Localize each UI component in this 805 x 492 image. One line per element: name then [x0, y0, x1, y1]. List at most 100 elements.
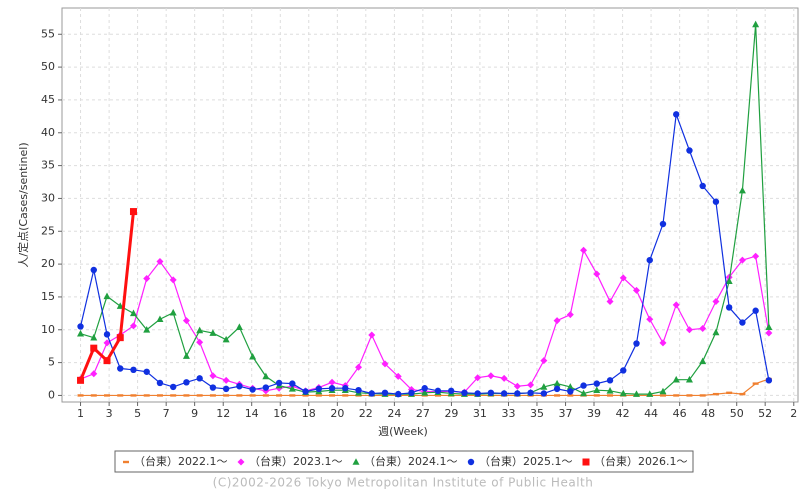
data-point — [196, 326, 204, 334]
data-point — [381, 389, 389, 397]
data-point — [196, 338, 204, 346]
data-point — [130, 394, 137, 397]
data-point — [553, 317, 561, 325]
x-tick-label: 1 — [77, 407, 84, 420]
data-point — [699, 324, 707, 332]
y-tick-label: 5 — [48, 356, 55, 369]
data-point — [117, 394, 124, 397]
x-tick-label: 48 — [701, 407, 715, 420]
data-point — [620, 367, 627, 374]
data-point — [143, 394, 150, 397]
data-point — [487, 389, 495, 397]
data-point — [672, 375, 680, 383]
data-point — [553, 379, 561, 387]
y-tick-label: 20 — [41, 257, 55, 270]
data-point — [315, 394, 322, 397]
data-point — [209, 384, 217, 391]
data-point — [752, 382, 759, 385]
legend-marker — [582, 458, 590, 466]
data-point — [619, 389, 627, 397]
data-point — [209, 329, 217, 336]
data-point — [646, 315, 654, 323]
legend-label: （台東）2024.1～ — [364, 454, 458, 468]
data-point — [633, 340, 640, 347]
data-point — [169, 276, 177, 284]
data-point — [90, 266, 97, 274]
data-point — [368, 390, 375, 397]
data-point — [685, 326, 693, 334]
data-point — [659, 339, 667, 347]
data-point — [302, 388, 309, 395]
data-point — [752, 20, 760, 28]
x-axis-label: 週(Week) — [378, 425, 428, 438]
data-point — [130, 366, 137, 374]
data-point — [394, 372, 402, 380]
x-tick-label: 35 — [530, 407, 544, 420]
data-point — [395, 390, 402, 398]
x-tick-label: 29 — [444, 407, 458, 420]
data-point — [262, 372, 270, 380]
data-point — [659, 387, 667, 395]
data-point — [236, 394, 243, 397]
data-point — [103, 331, 111, 338]
legend-marker — [123, 460, 129, 464]
data-point — [116, 334, 124, 342]
data-point — [183, 379, 190, 386]
data-point — [236, 383, 243, 390]
data-point — [355, 386, 362, 394]
data-point — [685, 375, 693, 383]
x-tick-label: 2 — [790, 407, 797, 420]
data-point — [156, 379, 164, 387]
data-point — [553, 385, 561, 393]
data-point — [223, 394, 230, 397]
data-point — [117, 365, 124, 372]
data-point — [196, 375, 203, 382]
legend-marker — [237, 458, 245, 466]
y-tick-label: 25 — [41, 224, 55, 237]
data-point — [726, 391, 733, 395]
legend-label: （台東）2022.1～ — [134, 454, 228, 468]
data-point — [249, 352, 257, 360]
data-point — [103, 357, 111, 365]
y-tick-label: 15 — [41, 290, 55, 303]
data-point — [474, 390, 481, 397]
data-point — [90, 344, 98, 352]
x-tick-label: 31 — [473, 407, 487, 420]
data-point — [342, 394, 349, 397]
data-point — [712, 392, 719, 396]
data-point — [712, 298, 720, 306]
data-point — [249, 386, 256, 393]
data-point — [593, 380, 600, 387]
data-point — [262, 384, 270, 391]
data-point — [368, 331, 376, 339]
data-point — [421, 385, 428, 392]
data-point — [289, 380, 296, 387]
data-point — [738, 186, 746, 194]
data-point — [434, 387, 442, 395]
data-point — [235, 323, 243, 330]
data-point — [725, 277, 733, 284]
data-point — [566, 383, 574, 390]
data-point — [673, 394, 680, 397]
data-point — [447, 387, 455, 395]
data-point — [659, 220, 667, 228]
legend — [114, 450, 694, 473]
data-point — [487, 372, 495, 380]
data-point — [77, 323, 84, 330]
data-point — [329, 394, 336, 397]
data-point — [712, 198, 720, 205]
data-point — [461, 389, 468, 397]
data-point — [540, 390, 548, 397]
data-point — [104, 394, 111, 397]
x-tick-label: 22 — [359, 407, 373, 420]
data-point — [328, 378, 336, 386]
plot-area — [61, 7, 799, 403]
x-tick-label: 52 — [758, 407, 772, 420]
data-point — [209, 372, 217, 380]
data-point — [143, 368, 150, 375]
data-point — [182, 317, 190, 325]
data-point — [276, 394, 283, 397]
data-point — [593, 386, 601, 393]
